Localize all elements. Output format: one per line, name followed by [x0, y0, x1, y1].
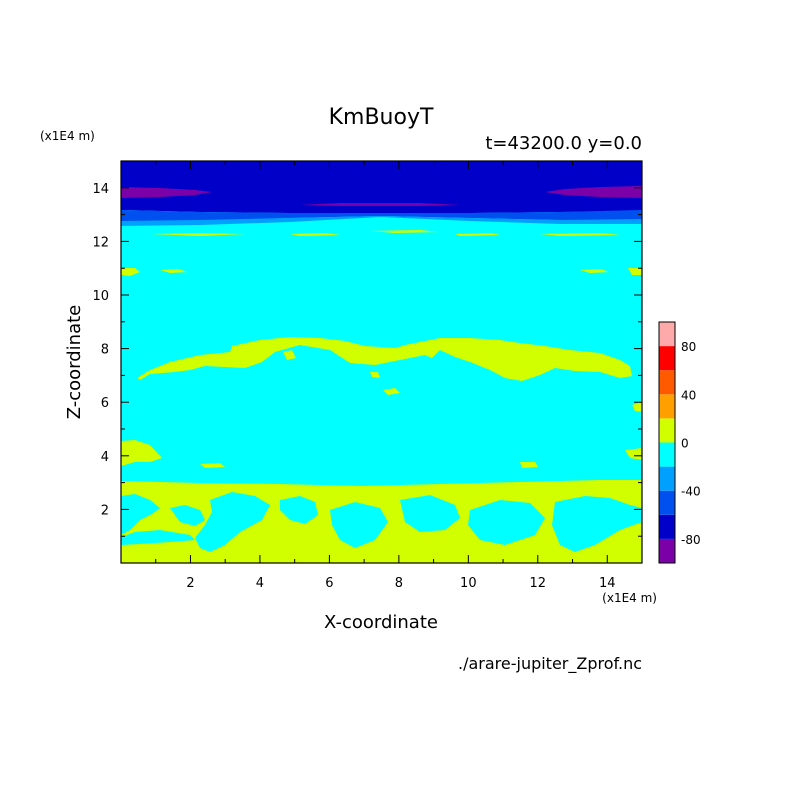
region-cyan-hole-8: [552, 496, 642, 552]
y-tick-label: 10: [92, 289, 109, 304]
region-cyan-hole-4: [280, 496, 318, 524]
region-yellow-blip-center: [200, 463, 225, 468]
region-transition-light: [121, 210, 642, 223]
x-tick-label: 10: [460, 576, 477, 591]
x-tick-label: 12: [530, 576, 547, 591]
colorbar-frame: [658, 321, 676, 564]
colorbar-tick-label: -80: [681, 533, 701, 547]
y-tick-label: 14: [92, 182, 109, 197]
region-yellow-bit-right: [580, 269, 610, 273]
region-cyan-hole-2: [170, 505, 205, 526]
y-tick-label: 12: [92, 235, 109, 250]
x-unit-label: (x1E4 m): [602, 591, 657, 605]
colorbar-tick-label: 80: [681, 340, 696, 354]
region-yellow-blob-4: [632, 402, 642, 412]
x-axis-ticks: 2 4 6 8 10 12 14: [155, 161, 616, 591]
y-tick-label: 8: [101, 343, 109, 358]
region-yellow-streak-3: [370, 230, 440, 233]
chart-subtitle: t=43200.0 y=0.0: [485, 133, 642, 154]
region-cyan-hole-5: [330, 502, 388, 548]
region-yellow-streak-5: [540, 233, 620, 236]
x-axis-label: X-coordinate: [324, 612, 438, 633]
region-purple-core-right: [545, 186, 642, 198]
colorbar-swatch: [659, 538, 675, 563]
colorbar-swatch: [659, 322, 675, 347]
region-yellow-band-middle: [137, 337, 632, 381]
colorbar-swatch: [659, 490, 675, 515]
x-tick-label: 6: [325, 576, 333, 591]
region-upper-layer: [121, 161, 642, 209]
colorbar-swatch: [659, 346, 675, 371]
region-purple-core-center: [300, 203, 460, 206]
region-yellow-bit-right2: [628, 268, 642, 275]
colorbar-swatch: [659, 370, 675, 395]
y-tick-label: 6: [101, 396, 109, 411]
region-purple-core-left: [121, 187, 212, 198]
region-cyan-hole-9: [121, 530, 195, 545]
region-transition-dark: [121, 200, 642, 213]
region-yellow-bit-left: [121, 268, 140, 276]
colorbar-swatch: [659, 514, 675, 539]
y-unit-label: (x1E4 m): [40, 129, 95, 143]
colorbar-tick-label: 0: [681, 437, 689, 451]
y-axis-label: Z-coordinate: [64, 305, 85, 420]
region-yellow-blip-right2: [625, 448, 642, 460]
region-transition-pale: [121, 216, 642, 226]
colorbar-swatch: [659, 394, 675, 419]
region-cyan-hole-3: [195, 492, 270, 552]
y-axis-ticks: 2 4 6 8 10 12 14: [92, 182, 642, 537]
x-tick-label: 14: [599, 576, 616, 591]
region-cyan-hole-7: [468, 500, 545, 545]
region-cyan-hole-6: [400, 495, 460, 532]
colorbar-swatch: [659, 418, 675, 443]
region-yellow-blip-left: [121, 440, 162, 466]
x-tick-label: 8: [395, 576, 403, 591]
region-yellow-bit-left2: [160, 269, 188, 273]
region-yellow-streak-4: [455, 233, 500, 236]
region-yellow-blob-3: [383, 388, 400, 395]
region-yellow-streak-2: [290, 233, 340, 236]
colorbar-tick-label: 40: [681, 388, 696, 402]
colorbar-swatch: [659, 442, 675, 467]
y-tick-label: 4: [101, 450, 109, 465]
source-file-label: ./arare-jupiter_Zprof.nc: [458, 654, 642, 674]
region-yellow-blob-2: [370, 372, 380, 378]
region-cyan-hole-1: [121, 494, 160, 535]
colorbar: -80 -40 0 40 80: [658, 321, 701, 564]
region-yellow-streak-1: [150, 233, 245, 236]
x-tick-label: 2: [186, 576, 194, 591]
plot-frame: [120, 160, 643, 564]
contour-field: [121, 161, 642, 563]
region-yellow-blip-right: [520, 462, 538, 468]
x-tick-label: 4: [256, 576, 264, 591]
colorbar-tick-label: -40: [681, 485, 701, 499]
y-tick-label: 2: [101, 503, 109, 518]
colorbar-swatch: [659, 466, 675, 491]
region-yellow-blob-1: [283, 350, 296, 360]
chart-title: KmBuoyT: [329, 105, 434, 130]
